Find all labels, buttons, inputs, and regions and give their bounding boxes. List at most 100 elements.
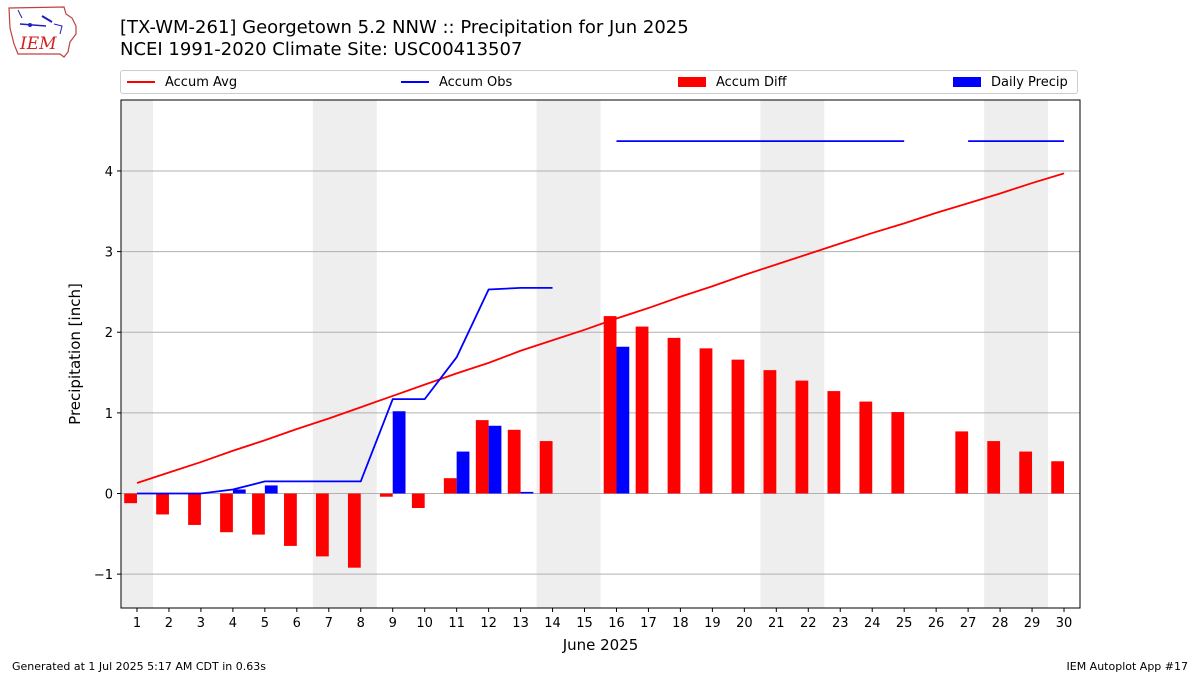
legend-label-accum-diff: Accum Diff	[716, 74, 787, 90]
weekend-band	[121, 100, 153, 608]
iem-logo	[8, 6, 77, 58]
daily-precip-bar	[392, 411, 406, 494]
series-lines	[136, 140, 1065, 495]
x-tick-label: 17	[640, 616, 657, 631]
x-tick-label: 16	[608, 616, 625, 631]
accum-diff-bar	[475, 420, 489, 494]
legend-item-accum-avg: Accum Avg	[127, 71, 237, 93]
accum-diff-bar	[539, 441, 553, 494]
accum-avg-line	[136, 172, 1065, 484]
accum-diff-bar	[443, 478, 457, 494]
bars	[124, 316, 1065, 568]
chart-subtitle: NCEI 1991-2020 Climate Site: USC00413507	[120, 39, 523, 60]
accum-diff-bar	[347, 493, 361, 568]
y-axis-label: Precipitation [inch]	[66, 283, 84, 425]
footer-generated: Generated at 1 Jul 2025 5:17 AM CDT in 0…	[12, 660, 266, 673]
legend-label-accum-obs: Accum Obs	[439, 74, 513, 90]
accum-diff-bar	[763, 370, 777, 494]
x-tick-label: 11	[448, 616, 465, 631]
x-tick-label: 20	[736, 616, 753, 631]
x-tick-label: 1	[133, 616, 141, 631]
accum-diff-bar	[1051, 461, 1065, 494]
x-tick-label: 3	[197, 616, 205, 631]
accum-diff-bar	[220, 493, 233, 533]
accum-diff-bar	[156, 493, 169, 515]
legend-swatch-daily-precip	[953, 77, 981, 87]
accum-diff-bar	[859, 401, 873, 494]
daily-precip-bar	[616, 346, 630, 494]
x-tick-label: 27	[960, 616, 977, 631]
x-tick-label: 24	[864, 616, 881, 631]
legend-swatch-accum-avg	[127, 81, 155, 83]
x-tick-label: 6	[293, 616, 301, 631]
accum-diff-bar	[827, 391, 841, 494]
accum-diff-bar	[252, 493, 265, 535]
logo-text: IEM	[20, 34, 57, 54]
daily-precip-bar	[232, 489, 246, 494]
x-tick-label: 8	[357, 616, 365, 631]
accum-diff-bar	[188, 493, 201, 525]
footer-app: IEM Autoplot App #17	[1066, 660, 1189, 673]
accum-diff-bar	[379, 493, 393, 497]
accum-diff-bar	[635, 326, 649, 494]
accum-obs-line	[136, 286, 553, 495]
x-tick-label: 23	[832, 616, 849, 631]
plot-frame	[120, 99, 1081, 609]
x-tick-label: 26	[928, 616, 945, 631]
legend-item-accum-diff: Accum Diff	[678, 71, 787, 93]
y-tick-label: 4	[105, 165, 113, 180]
x-tick-label: 21	[768, 616, 785, 631]
y-tick-label: 3	[105, 246, 113, 261]
x-tick-label: 9	[389, 616, 397, 631]
x-tick-label: 28	[992, 616, 1009, 631]
legend-swatch-accum-diff	[678, 77, 706, 87]
daily-precip-bar	[520, 491, 534, 494]
x-tick-label: 4	[229, 616, 237, 631]
legend-swatch-accum-obs	[401, 81, 429, 83]
accum-diff-bar	[1019, 451, 1033, 494]
daily-precip-bar	[264, 485, 278, 494]
accum-diff-bar	[955, 431, 969, 494]
legend-item-accum-obs: Accum Obs	[401, 71, 512, 93]
x-tick-label: 10	[416, 616, 433, 631]
x-tick-label: 25	[896, 616, 913, 631]
accum-diff-bar	[795, 380, 809, 494]
x-tick-label: 30	[1056, 616, 1073, 631]
weekend-band	[536, 100, 601, 608]
accum-diff-bar	[284, 493, 297, 546]
y-tick-label: 0	[105, 487, 113, 502]
weekend-band	[984, 100, 1049, 608]
daily-precip-bar	[488, 425, 502, 494]
x-tick-label: 13	[512, 616, 529, 631]
x-tick-label: 19	[704, 616, 721, 631]
accum-diff-bar	[411, 493, 425, 509]
y-tick-label: 2	[105, 326, 113, 341]
accum-diff-bar	[699, 348, 713, 494]
chart-legend: Accum Avg Accum Obs Accum Diff Daily Pre…	[120, 70, 1078, 94]
accum-diff-bar	[987, 441, 1001, 494]
x-tick-label: 15	[576, 616, 593, 631]
legend-label-daily-precip: Daily Precip	[991, 74, 1068, 90]
x-tick-label: 7	[325, 616, 333, 631]
weekend-band	[760, 100, 825, 608]
x-tick-label: 5	[261, 616, 269, 631]
x-tick-label: 29	[1024, 616, 1041, 631]
legend-item-daily-precip: Daily Precip	[953, 71, 1068, 93]
accum-diff-bar	[124, 493, 137, 504]
legend-label-accum-avg: Accum Avg	[165, 74, 238, 90]
daily-precip-bar	[456, 451, 470, 494]
accum-diff-bar	[891, 412, 905, 494]
y-tick-label: 1	[105, 407, 113, 422]
accum-diff-bar	[731, 359, 745, 494]
y-tick-label: −1	[94, 568, 113, 583]
x-tick-label: 18	[672, 616, 689, 631]
x-tick-label: 22	[800, 616, 817, 631]
accum-diff-bar	[603, 316, 617, 494]
accum-diff-bar	[667, 337, 681, 494]
x-tick-label: 14	[544, 616, 561, 631]
accum-diff-bar	[315, 493, 329, 557]
x-tick-label: 2	[165, 616, 173, 631]
chart-title: [TX-WM-261] Georgetown 5.2 NNW :: Precip…	[120, 17, 689, 38]
